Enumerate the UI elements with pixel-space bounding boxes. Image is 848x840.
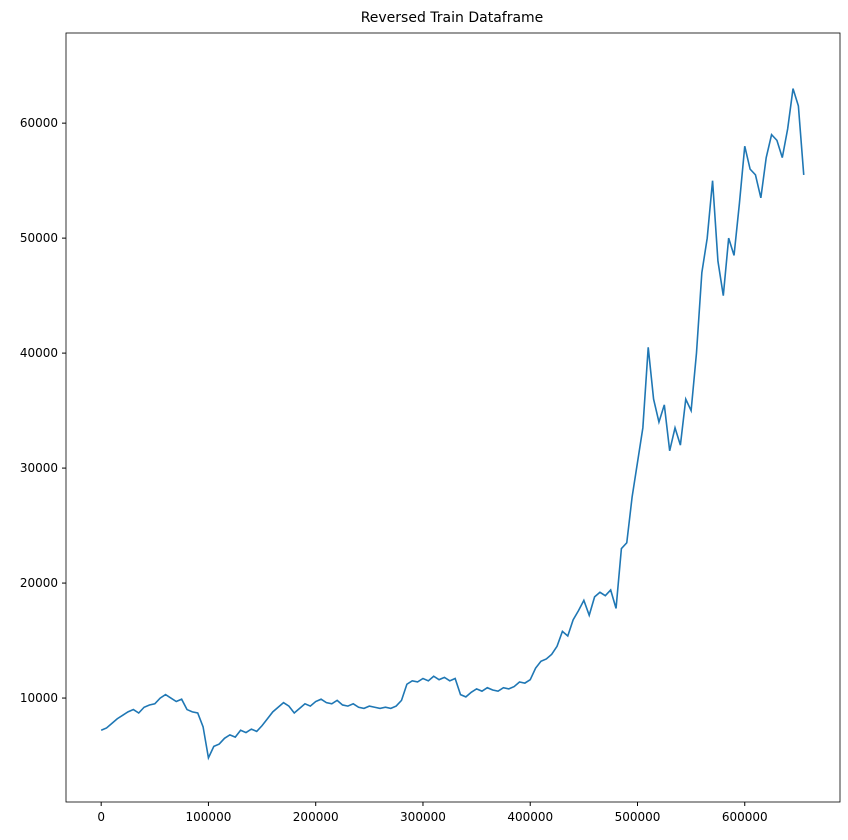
x-tick-label: 0 [97,810,105,824]
y-tick-label: 60000 [20,116,58,130]
y-tick-label: 50000 [20,231,58,245]
x-tick-label: 300000 [400,810,446,824]
x-tick-label: 200000 [293,810,339,824]
x-tick-label: 600000 [722,810,768,824]
y-tick-label: 20000 [20,576,58,590]
x-tick-label: 400000 [507,810,553,824]
x-tick-label: 100000 [186,810,232,824]
data-line [100,88,805,761]
chart-title: Reversed Train Dataframe [361,10,544,26]
plot-frame [65,32,841,803]
x-tick-label: 500000 [615,810,661,824]
y-tick-label: 10000 [20,691,58,705]
y-tick-label: 30000 [20,461,58,475]
y-tick-label: 40000 [20,346,58,360]
